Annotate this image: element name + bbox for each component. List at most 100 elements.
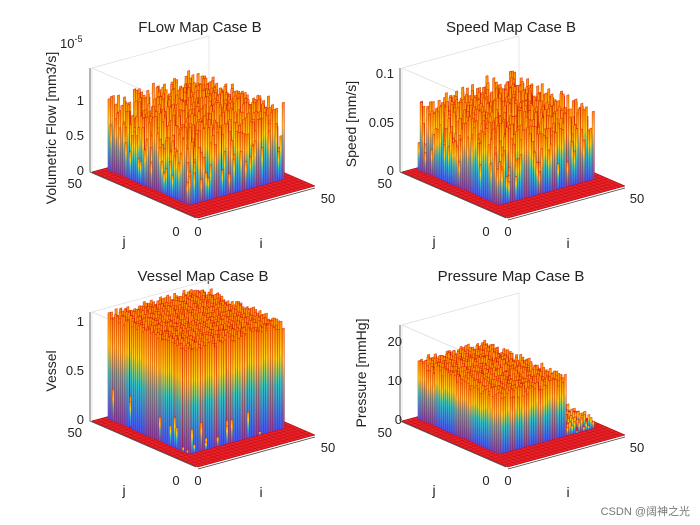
surface-spike: [223, 339, 227, 446]
surface-spike: [120, 104, 124, 177]
floor-grid-line: [91, 171, 199, 219]
surface-spike: [235, 130, 238, 194]
surface-spike: [519, 154, 523, 201]
y-axis-label: j: [431, 233, 435, 249]
surface-spike: [531, 140, 534, 197]
y-tick: 50: [378, 176, 392, 191]
panel-vessel-map: Vessel Map Case B Vessel j i 0 0.5 1 50 …: [43, 268, 335, 500]
surface-spike: [232, 158, 236, 194]
surface-spike: [589, 127, 593, 181]
surface-spike: [258, 431, 262, 436]
surface-spike: [216, 436, 220, 448]
surface-spike: [272, 108, 276, 183]
y-axis-line: [399, 171, 507, 219]
exponent-base: 10-5: [60, 34, 82, 51]
surface-spike: [228, 335, 231, 444]
surface-spike: [126, 110, 130, 180]
surface-spike: [190, 428, 194, 455]
surface-spike: [538, 170, 541, 195]
floor-grid-line: [499, 182, 617, 215]
surface-spike: [242, 133, 245, 192]
surface-spike: [249, 156, 252, 190]
surface-spike: [524, 128, 527, 199]
surface-spike: [587, 129, 590, 182]
floor-grid-line: [181, 178, 299, 211]
surface-spike: [256, 118, 259, 188]
surface-spike: [279, 135, 283, 181]
surface-spike: [202, 156, 206, 202]
surface-spike: [141, 127, 145, 186]
surface-spike: [419, 101, 423, 172]
surface-spike: [246, 411, 250, 439]
surface-spike: [242, 332, 245, 441]
surface-spike: [225, 123, 229, 196]
surface-spike: [112, 95, 115, 173]
surface-spike: [188, 175, 192, 206]
surface-spike: [204, 171, 208, 202]
floor-grid-line: [193, 184, 311, 217]
surface-spike: [200, 178, 203, 203]
surface-spike: [556, 163, 560, 190]
surface-spike: [249, 329, 252, 439]
surface-spike: [209, 164, 213, 201]
z-tick: 0: [77, 163, 84, 178]
surface-spike: [237, 337, 241, 442]
surface-spike: [228, 173, 231, 195]
surface-spike: [573, 150, 576, 186]
chart-title: Vessel Map Case B: [138, 268, 269, 285]
floor-grid-line: [495, 180, 613, 213]
surface-spike: [549, 143, 553, 192]
surface-spike: [197, 347, 201, 453]
x-axis-line: [197, 187, 316, 221]
z-tick: 1: [77, 93, 84, 108]
surface-spike: [260, 147, 264, 186]
x-tick: 0: [194, 224, 201, 239]
z-tick: 0.05: [369, 115, 394, 130]
surface-spike: [126, 320, 130, 429]
surface-spike: [193, 443, 196, 454]
surface-spike: [223, 150, 227, 197]
surface-spike: [503, 149, 506, 205]
surface-spike: [570, 140, 574, 186]
surface-spike: [554, 132, 558, 191]
surface-spike: [267, 130, 271, 185]
y-axis-label: j: [121, 233, 125, 249]
surface-spike: [230, 419, 234, 444]
surface-spike: [500, 168, 504, 206]
y-tick: 50: [68, 425, 82, 440]
surface-spike: [190, 141, 194, 206]
surface-spike: [498, 161, 502, 206]
floor-grid-line: [189, 182, 307, 215]
surface-spike: [584, 106, 588, 183]
x-axis-line: [507, 187, 626, 221]
y-tick: 0: [172, 473, 179, 488]
surface-spike: [566, 161, 569, 188]
surface-spike: [207, 342, 210, 450]
surface-spike: [193, 172, 196, 205]
surface-spike: [580, 128, 583, 184]
z-axis-label: Vessel: [43, 350, 59, 391]
surface-spike: [167, 137, 170, 197]
surface-spike: [214, 345, 217, 448]
x-tick: 50: [630, 191, 644, 206]
surface-spike: [507, 180, 511, 204]
surface-spike: [214, 143, 217, 199]
surface-spike: [526, 126, 530, 199]
surface-spike: [244, 160, 248, 191]
surface-spike: [156, 132, 160, 193]
surface-spike: [237, 131, 241, 193]
floor-grid-line: [411, 169, 518, 216]
x-tick: 50: [321, 191, 335, 206]
surface-spike: [251, 145, 255, 189]
floor-grid-line: [185, 180, 303, 213]
panel-flow-map: FLow Map Case B 10-5 Volumetric Flow [mm…: [43, 19, 335, 251]
surface-spike: [253, 329, 257, 437]
surface-spike: [122, 123, 126, 178]
surface-spike: [235, 333, 238, 443]
surface-spike: [528, 133, 532, 198]
chart-title: FLow Map Case B: [138, 19, 261, 36]
surface-spike: [277, 151, 280, 182]
surface-spike: [575, 128, 579, 185]
x-tick: 0: [194, 473, 201, 488]
z-tick: 0.5: [66, 128, 84, 143]
